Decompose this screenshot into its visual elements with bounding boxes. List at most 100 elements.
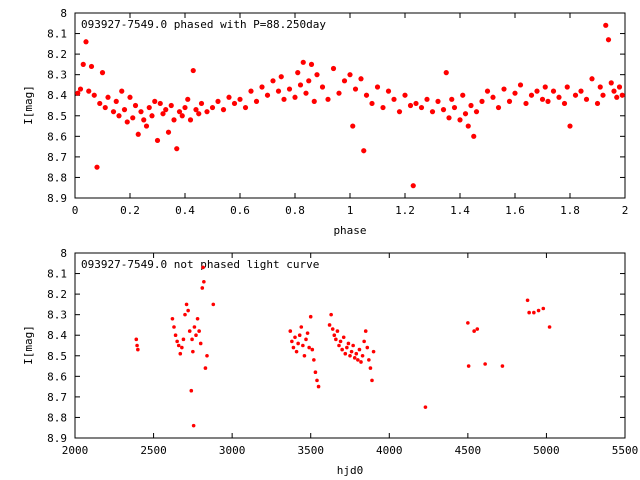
data-point <box>204 109 210 115</box>
x-tick-label: 0.6 <box>230 204 250 217</box>
y-tick-label: 8.5 <box>47 350 67 363</box>
data-point <box>275 88 282 94</box>
data-point <box>127 94 133 100</box>
chart-title: 093927-7549.0 phased with P=88.250day <box>81 18 326 31</box>
data-point <box>308 314 313 319</box>
data-point <box>556 94 562 100</box>
data-point <box>410 183 416 189</box>
plot-frame <box>74 12 626 199</box>
data-point <box>183 312 187 317</box>
data-point <box>367 358 371 362</box>
data-point <box>418 104 425 111</box>
x-tick-label: 4000 <box>376 444 403 457</box>
data-point <box>578 88 584 94</box>
data-point <box>495 104 502 111</box>
data-point <box>327 323 332 327</box>
data-point <box>356 358 360 362</box>
data-point <box>402 92 408 98</box>
y-tick-label: 8.2 <box>47 48 67 61</box>
x-tick-label: 3500 <box>297 444 324 457</box>
data-point <box>134 337 139 342</box>
data-point <box>338 339 343 344</box>
x-tick-label: 1.4 <box>450 204 470 217</box>
data-point <box>541 306 546 311</box>
data-point <box>311 98 317 104</box>
data-point <box>121 107 128 113</box>
data-point <box>479 98 485 104</box>
x-tick-label: 1.8 <box>560 204 580 217</box>
data-point <box>357 347 362 352</box>
data-point <box>542 84 548 90</box>
x-tick-label: 1.2 <box>395 204 415 217</box>
data-point <box>178 351 183 356</box>
axis-ticks: 2000 2500 3000 3500 4000 4500 5000 5500 8 8.1 8.2 8… <box>47 247 638 457</box>
data-points <box>134 265 552 428</box>
data-point <box>460 92 466 98</box>
data-point <box>152 98 158 104</box>
x-tick-label: 2500 <box>140 444 167 457</box>
data-point <box>105 94 111 100</box>
data-point <box>143 123 150 129</box>
data-point <box>136 347 140 352</box>
data-point <box>173 333 178 338</box>
y-tick-label: 8.6 <box>47 370 67 383</box>
data-point <box>594 100 601 107</box>
data-point <box>605 37 612 43</box>
data-point <box>337 343 341 348</box>
data-point <box>334 337 338 342</box>
data-point <box>209 104 216 111</box>
data-point <box>362 339 366 344</box>
data-point <box>545 98 551 104</box>
data-point <box>351 343 355 348</box>
data-point <box>190 337 194 342</box>
y-tick-label: 8.8 <box>47 171 67 184</box>
data-point <box>83 39 89 45</box>
plot-frame <box>74 252 626 439</box>
data-point <box>457 117 463 123</box>
data-point <box>365 345 370 350</box>
unphased-light-curve-panel: 093927-7549.0 not phased light curve hjd… <box>22 247 638 477</box>
data-point <box>203 366 208 370</box>
axis-ticks: 0 0.2 0.4 0.6 0.8 1 1.2 1.4 1.6 1.8 2 8 8.1 8.2 8.3 8.4… <box>47 7 628 217</box>
x-axis-label: phase <box>333 224 366 237</box>
data-point <box>135 343 139 348</box>
data-point <box>536 308 541 313</box>
data-point <box>97 100 103 107</box>
x-tick-label: 1 <box>347 204 354 217</box>
data-point <box>195 316 200 321</box>
data-point <box>346 341 351 346</box>
data-point <box>616 84 623 90</box>
data-point <box>340 347 344 352</box>
data-point <box>198 100 205 107</box>
data-point <box>253 98 260 104</box>
data-point <box>99 70 106 76</box>
data-point <box>465 123 471 129</box>
data-point <box>270 78 276 84</box>
data-point <box>517 82 524 88</box>
data-point <box>303 90 309 96</box>
data-point <box>374 84 381 90</box>
y-tick-label: 8.1 <box>47 28 67 41</box>
data-point <box>220 107 227 113</box>
data-point <box>119 88 125 94</box>
data-point <box>413 100 419 107</box>
data-point <box>314 72 320 78</box>
data-points <box>75 22 625 189</box>
data-point <box>186 308 190 313</box>
data-point <box>370 378 374 383</box>
data-point <box>296 341 300 346</box>
y-tick-label: 8.4 <box>47 329 67 342</box>
data-point <box>341 335 346 340</box>
data-point <box>347 72 353 78</box>
data-point <box>348 353 352 358</box>
data-point <box>363 92 370 98</box>
chart-title: 093927-7549.0 not phased light curve <box>81 258 319 271</box>
data-point <box>597 84 603 90</box>
data-point <box>354 351 359 356</box>
data-point <box>359 360 363 364</box>
x-tick-label: 0.8 <box>285 204 305 217</box>
x-tick-label: 5500 <box>612 444 639 457</box>
data-point <box>193 107 199 113</box>
data-point <box>523 100 529 107</box>
data-point <box>500 364 505 368</box>
